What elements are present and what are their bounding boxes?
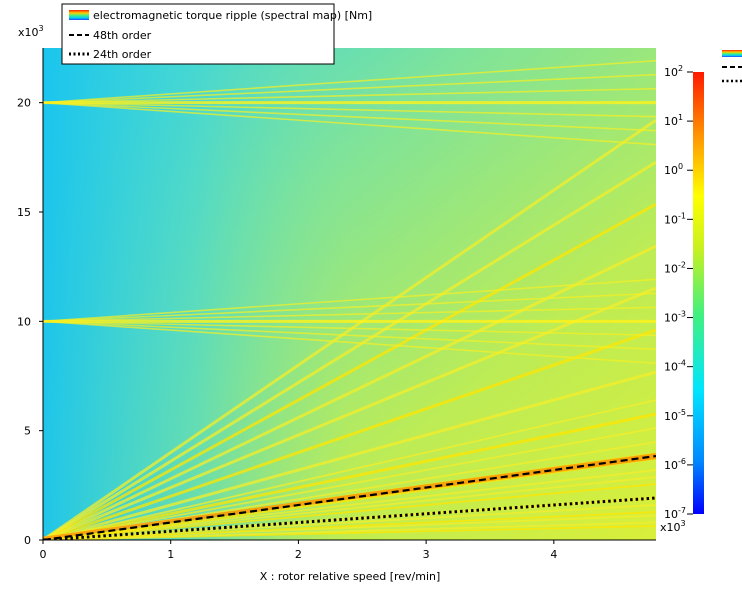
colorbar-tick-label--5: 10-5	[664, 408, 686, 423]
colorbar-ticks: 102 101 100 10-1 10-2 10-3 10-4 10-5 10-6 10-7	[664, 64, 693, 521]
ridge-order-32	[43, 483, 656, 540]
x-tick-label-0: 0	[40, 548, 47, 561]
sideband-10000-8	[43, 306, 656, 323]
ridge-order-16	[43, 511, 656, 540]
order-line-24	[43, 496, 656, 540]
sideband-20000-24	[43, 59, 656, 104]
sideband-20000-16	[43, 73, 656, 104]
ridge-order-144	[43, 286, 656, 540]
y-axis-ticks: 0 5 10 15 20	[17, 97, 43, 547]
ridge-order-240	[43, 118, 656, 540]
colorbar-tick-label--6: 10-6	[664, 457, 686, 472]
x-tick-label-2: 2	[295, 548, 302, 561]
sideband-10000--8	[43, 320, 656, 337]
legend-box	[61, 3, 335, 65]
order-line-48	[43, 454, 656, 540]
x-tick-label-3: 3	[423, 548, 430, 561]
legend: electromagnetic torque ripple (spectral …	[61, 3, 372, 65]
ridge-order-120	[43, 328, 656, 540]
sideband-20000--8	[43, 101, 656, 118]
y-tick-label-5: 5	[24, 425, 31, 438]
sideband-10000-16	[43, 292, 656, 323]
order-lines	[43, 454, 656, 540]
plot-area	[43, 48, 656, 540]
sideband-10000--16	[43, 320, 656, 351]
colorbar-tick-label-1: 101	[664, 113, 683, 128]
sideband-20000--24	[43, 101, 656, 146]
x-axis-ticks: 0 1 2 3 4	[40, 540, 557, 561]
order-ridges	[43, 59, 656, 540]
ridge-order-216	[43, 160, 656, 540]
sideband-20000-8	[43, 87, 656, 104]
sideband-10000-24	[43, 278, 656, 323]
x-tick-label-4: 4	[550, 548, 557, 561]
sideband-20000--16	[43, 101, 656, 132]
colorbar-tick-label-0: 100	[664, 162, 683, 177]
legend-entry-spectral-map: electromagnetic torque ripple (spectral …	[93, 9, 372, 22]
ridge-order-168	[43, 244, 656, 540]
ridge-order-72	[43, 412, 656, 540]
y-axis-multiplier: x103	[18, 24, 44, 39]
colorbar	[693, 72, 704, 514]
y-tick-label-0: 0	[24, 534, 31, 547]
colorbar-tick-label--4: 10-4	[664, 359, 686, 374]
sideband-10000--24	[43, 320, 656, 365]
legend-colormap-swatch	[69, 10, 89, 20]
colorbar-legend-glyphs	[722, 50, 742, 83]
colorbar-tick-label--7: 10-7	[664, 506, 686, 521]
colorbar-tick-label-2: 102	[664, 64, 683, 79]
y-tick-label-10: 10	[17, 315, 31, 328]
x-tick-label-1: 1	[167, 548, 174, 561]
ridge-order-80	[43, 399, 656, 540]
ridge-order-64	[43, 427, 656, 540]
ridge-order-10	[43, 521, 656, 540]
ridge-order-96	[43, 370, 656, 540]
colorbar-tick-label--1: 10-1	[664, 211, 686, 226]
colorbar-tick-label--2: 10-2	[664, 260, 686, 275]
y-tick-label-15: 15	[17, 206, 31, 219]
x-axis-multiplier: x103	[660, 519, 686, 534]
legend-entry-24th-order: 24th order	[93, 48, 152, 61]
colorbar-tick-label--3: 10-3	[664, 310, 686, 325]
y-tick-label-20: 20	[17, 97, 31, 110]
legend-entry-48th-order: 48th order	[93, 29, 152, 42]
ridge-order-192	[43, 202, 656, 540]
x-axis-title: X : rotor relative speed [rev/min]	[260, 570, 441, 583]
